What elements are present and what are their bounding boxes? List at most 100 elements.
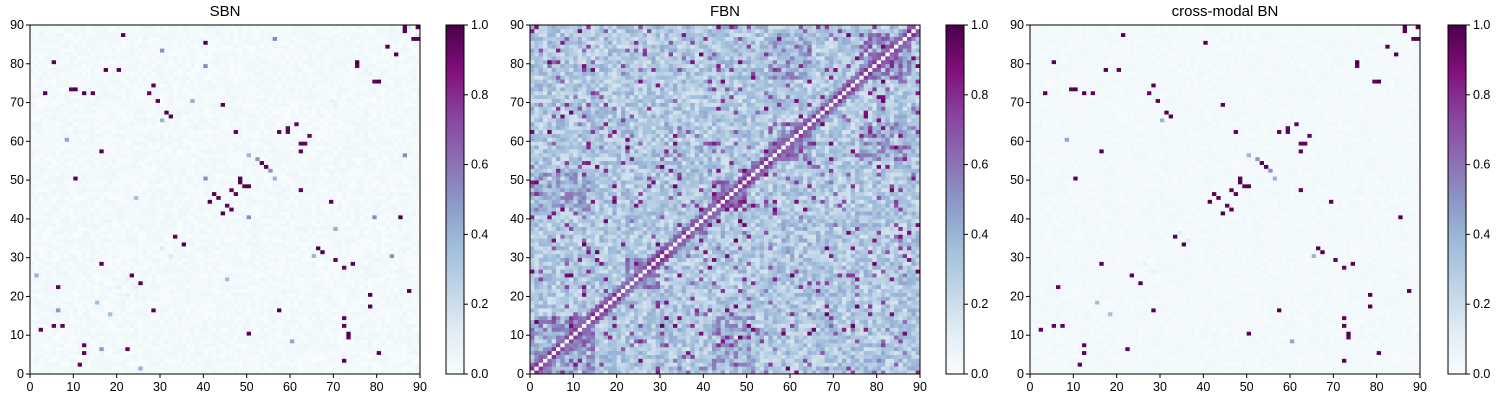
heatmap-cell <box>307 160 313 165</box>
heatmap-cell <box>30 183 35 189</box>
heatmap-cell <box>212 156 217 162</box>
heatmap-cell <box>350 191 356 196</box>
heatmap-cell <box>320 335 326 340</box>
heatmap-cell <box>272 346 278 352</box>
heatmap-cell <box>281 183 287 189</box>
heatmap-cell <box>207 269 213 274</box>
heatmap-cell <box>268 354 274 359</box>
heatmap-cell <box>307 164 313 169</box>
heatmap-cell <box>277 249 282 255</box>
heatmap-cell <box>77 195 83 200</box>
heatmap-cell <box>38 327 44 332</box>
heatmap-cell <box>298 226 304 231</box>
heatmap-cell <box>177 269 183 274</box>
heatmap-cell <box>329 249 334 255</box>
heatmap-cell <box>69 342 74 348</box>
heatmap-cell <box>311 168 317 173</box>
heatmap-cell <box>389 230 395 235</box>
heatmap-cell <box>372 277 378 282</box>
heatmap-cell <box>129 261 135 266</box>
heatmap-cell <box>307 308 313 313</box>
heatmap-cell <box>242 358 248 363</box>
heatmap-cell <box>190 319 196 324</box>
heatmap-cell <box>43 199 48 204</box>
heatmap-cell <box>316 211 321 216</box>
heatmap-cell <box>212 292 217 297</box>
heatmap-cell <box>77 335 83 340</box>
heatmap-cell <box>220 191 226 196</box>
heatmap-cell <box>242 277 248 282</box>
heatmap-cell <box>142 284 148 290</box>
heatmap-cell <box>294 226 300 231</box>
heatmap-cell <box>298 234 304 239</box>
heatmap-cell <box>216 249 222 255</box>
heatmap-cell <box>281 261 287 266</box>
heatmap-cell <box>285 234 291 239</box>
heatmap-cell <box>112 315 118 321</box>
heatmap-cell <box>155 242 161 247</box>
heatmap-cell <box>394 284 399 290</box>
heatmap-cell <box>43 180 48 185</box>
heatmap-cell <box>82 265 87 270</box>
heatmap-cell <box>86 342 92 348</box>
heatmap-cell <box>216 342 222 348</box>
heatmap-cell <box>385 288 391 293</box>
heatmap-cell <box>225 230 230 235</box>
heatmap-cell <box>363 300 369 305</box>
heatmap-cell <box>134 370 139 375</box>
heatmap-cell <box>272 215 278 220</box>
heatmap-cell <box>99 358 105 363</box>
heatmap-cell <box>86 354 92 359</box>
heatmap-cell <box>294 327 300 332</box>
heatmap-cell <box>225 346 230 352</box>
heatmap-cell <box>381 284 386 290</box>
heatmap-cell <box>333 238 339 243</box>
heatmap-cell <box>285 350 291 355</box>
heatmap-cell <box>142 273 148 278</box>
heatmap-cell <box>238 327 243 332</box>
heatmap-cell <box>168 211 174 216</box>
heatmap-cell <box>38 284 44 290</box>
heatmap-cell <box>142 226 148 231</box>
heatmap-cell <box>307 203 313 208</box>
heatmap-cell <box>134 249 139 255</box>
heatmap-cell <box>359 323 365 328</box>
heatmap-cell <box>242 327 248 332</box>
heatmap-cell <box>151 160 157 165</box>
heatmap-cell <box>268 284 274 290</box>
heatmap-cell <box>212 331 217 336</box>
heatmap-cell <box>212 346 217 352</box>
heatmap-cell <box>381 273 386 278</box>
heatmap-cell <box>264 191 269 196</box>
heatmap-cell <box>233 319 239 324</box>
heatmap-cell <box>411 277 417 282</box>
heatmap-cell <box>190 342 196 348</box>
heatmap-cell <box>394 238 399 243</box>
heatmap-cell <box>346 230 352 235</box>
heatmap-cell <box>311 311 317 317</box>
heatmap-cell <box>251 164 256 169</box>
heatmap-cell <box>56 315 61 321</box>
heatmap-cell <box>199 199 204 204</box>
heatmap-cell <box>303 339 308 344</box>
heatmap-cell <box>381 315 386 321</box>
heatmap-cell <box>64 218 70 224</box>
heatmap-cell <box>259 199 265 204</box>
heatmap-cell <box>333 172 339 177</box>
heatmap-cell <box>95 315 100 321</box>
heatmap-cell <box>333 315 339 321</box>
heatmap-cell <box>346 354 352 359</box>
heatmap-cell <box>411 308 417 313</box>
heatmap-cell <box>125 327 131 332</box>
heatmap-cell <box>43 362 48 367</box>
heatmap-cell <box>298 257 304 262</box>
heatmap-cell <box>77 339 83 344</box>
heatmap-cell <box>34 339 40 344</box>
heatmap-cell <box>125 176 131 181</box>
heatmap-cell <box>30 160 35 165</box>
heatmap-cell <box>359 199 365 204</box>
heatmap-cell <box>329 335 334 340</box>
heatmap-cell <box>242 160 248 165</box>
heatmap-cell <box>82 195 87 200</box>
